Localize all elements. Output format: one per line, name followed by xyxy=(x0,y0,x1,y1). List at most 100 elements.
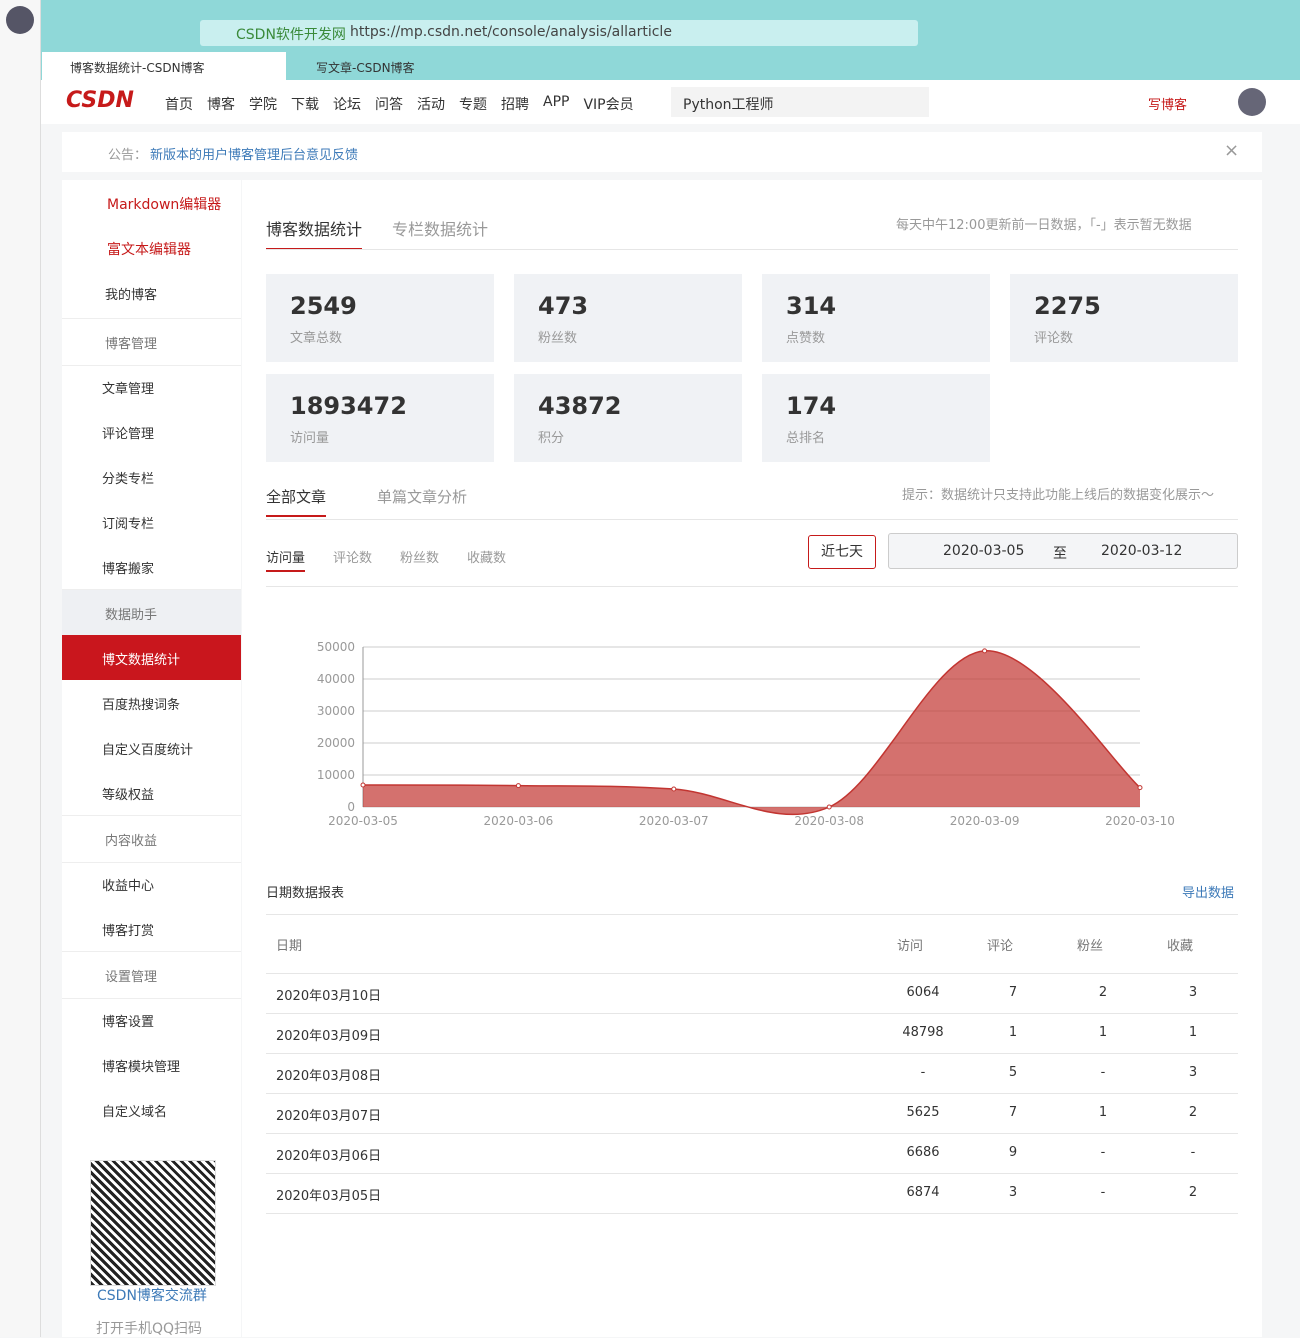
x-tick-label: 2020-03-05 xyxy=(328,814,398,828)
search-text: Python工程师 xyxy=(683,97,774,113)
group-title[interactable]: 数据助手 xyxy=(105,608,158,623)
table-cell: 2020年03月09日 xyxy=(276,1029,382,1044)
table-header: 日期 xyxy=(276,939,303,954)
x-tick-label: 2020-03-07 xyxy=(639,814,709,828)
nav-link[interactable]: APP xyxy=(543,94,570,110)
tip: 每天中午12:00更新前一日数据，「-」表示暂无数据 xyxy=(896,218,1192,233)
date-picker[interactable] xyxy=(888,533,1238,569)
table-cell: - xyxy=(1100,1185,1106,1200)
stat-value: 2549 xyxy=(290,292,357,320)
nav-link[interactable]: 论坛 xyxy=(333,97,361,113)
sidebar-item[interactable]: 收益中心 xyxy=(102,879,155,894)
row-line xyxy=(266,1053,1238,1054)
metric-tabs: 访问量 评论数 粉丝数 收藏数 xyxy=(266,547,506,572)
sidebar-item[interactable]: 博客设置 xyxy=(102,1015,155,1030)
tab-active[interactable]: 博客数据统计 xyxy=(266,216,363,250)
sidebar-item[interactable]: 自定义百度统计 xyxy=(102,743,194,758)
nav-link[interactable]: 首页 xyxy=(165,97,193,113)
sidebar-item[interactable]: 我的博客 xyxy=(105,288,158,303)
qr-note: 打开手机QQ扫码 xyxy=(96,1321,203,1337)
sidebar-item[interactable]: 评论管理 xyxy=(102,427,155,442)
group-header-bg xyxy=(62,951,241,999)
sidebar-item[interactable]: 文章管理 xyxy=(102,382,155,397)
group-title[interactable]: 内容收益 xyxy=(105,834,158,849)
group-header-bg xyxy=(62,318,241,366)
sidebar-item[interactable]: 订阅专栏 xyxy=(102,517,155,532)
table-cell: 3 xyxy=(1188,985,1198,1000)
sidebar-item[interactable]: 博客模块管理 xyxy=(102,1060,181,1075)
metric-tab[interactable]: 评论数 xyxy=(333,551,373,566)
table-cell: - xyxy=(1100,1145,1106,1160)
table-title: 日期数据报表 xyxy=(266,886,345,901)
stat-value: 314 xyxy=(786,292,837,320)
row-line xyxy=(266,1093,1238,1094)
stat-card xyxy=(762,374,990,462)
tab-title[interactable]: 博客数据统计-CSDN博客 xyxy=(70,61,205,75)
stat-label: 积分 xyxy=(538,431,565,446)
nav-link[interactable]: VIP会员 xyxy=(583,97,634,113)
sidebar-item[interactable]: 分类专栏 xyxy=(102,472,155,487)
notice-link[interactable]: 新版本的用户博客管理后台意见反馈 xyxy=(150,148,359,163)
tab-title[interactable]: 写文章-CSDN博客 xyxy=(316,61,415,75)
table-header: 评论 xyxy=(987,939,1014,954)
sidebar-item[interactable]: 博文数据统计 xyxy=(102,653,181,668)
sidebar-item[interactable]: 博客搬家 xyxy=(102,562,155,577)
range-button[interactable]: 近七天 xyxy=(808,535,876,569)
table-cell: 48798 xyxy=(902,1025,944,1040)
avatar xyxy=(6,6,34,34)
subtab[interactable]: 单篇文章分析 xyxy=(377,488,468,506)
sidebar-item[interactable]: 博客打赏 xyxy=(102,924,155,939)
row-line xyxy=(266,1133,1238,1134)
user-avatar[interactable] xyxy=(1238,88,1266,116)
divider xyxy=(266,519,1238,520)
table-cell: 5 xyxy=(1008,1065,1018,1080)
search-box[interactable] xyxy=(671,87,929,117)
sidebar-item[interactable]: 自定义域名 xyxy=(102,1105,168,1120)
point xyxy=(360,782,366,788)
table-cell: 6686 xyxy=(906,1145,940,1160)
sidebar-item[interactable]: 百度热搜词条 xyxy=(102,698,181,713)
write-link[interactable]: 写博客 xyxy=(1148,98,1188,113)
x-tick-label: 2020-03-09 xyxy=(950,814,1020,828)
metric-tab[interactable]: 访问量 xyxy=(266,547,306,572)
nav-link[interactable]: 学院 xyxy=(249,97,277,113)
y-tick-label: 50000 xyxy=(317,640,355,654)
logo[interactable]: CSDN xyxy=(66,88,134,113)
table-cell: 6064 xyxy=(906,985,940,1000)
x-tick-label: 2020-03-08 xyxy=(794,814,864,828)
group-header-bg xyxy=(62,589,241,637)
table-cell: 2020年03月06日 xyxy=(276,1149,382,1164)
table-cell: 7 xyxy=(1008,985,1018,1000)
editor-link[interactable]: Markdown编辑器 xyxy=(107,197,222,213)
editor-link[interactable]: 富文本编辑器 xyxy=(107,242,191,258)
tab[interactable] xyxy=(42,52,286,80)
point xyxy=(826,804,832,810)
subtab-active[interactable]: 全部文章 xyxy=(266,486,327,517)
address-bar[interactable] xyxy=(200,20,918,46)
stat-label: 总排名 xyxy=(786,431,826,446)
nav-link[interactable]: 问答 xyxy=(375,97,403,113)
table-cell: 3 xyxy=(1188,1065,1198,1080)
table-cell: - xyxy=(1190,1145,1196,1160)
nav-link[interactable]: 招聘 xyxy=(501,97,529,113)
table-cell: 2020年03月10日 xyxy=(276,989,382,1004)
nav-link[interactable]: 下载 xyxy=(291,97,319,113)
y-tick-label: 20000 xyxy=(317,736,355,750)
export-link[interactable]: 导出数据 xyxy=(1182,886,1235,901)
point xyxy=(1137,785,1143,791)
nav-link[interactable]: 博客 xyxy=(207,97,235,113)
group-header-bg xyxy=(62,815,241,863)
nav-link[interactable]: 专题 xyxy=(459,97,487,113)
sidebar-item[interactable]: 等级权益 xyxy=(102,788,155,803)
table-cell: 2020年03月08日 xyxy=(276,1069,382,1084)
metric-tab[interactable]: 粉丝数 xyxy=(400,551,440,566)
nav-link[interactable]: 活动 xyxy=(417,97,445,113)
metric-tab[interactable]: 收藏数 xyxy=(467,551,507,566)
group-title[interactable]: 设置管理 xyxy=(105,970,158,985)
group-title[interactable]: 博客管理 xyxy=(105,337,158,352)
stat-value: 2275 xyxy=(1034,292,1101,320)
close[interactable]: × xyxy=(1224,140,1240,161)
notice-bar xyxy=(62,132,1262,172)
tab[interactable]: 专栏数据统计 xyxy=(392,220,489,239)
chart: 0 10000 20000 30000 40000 50000 2020-03-05 2020… xyxy=(317,640,1175,828)
